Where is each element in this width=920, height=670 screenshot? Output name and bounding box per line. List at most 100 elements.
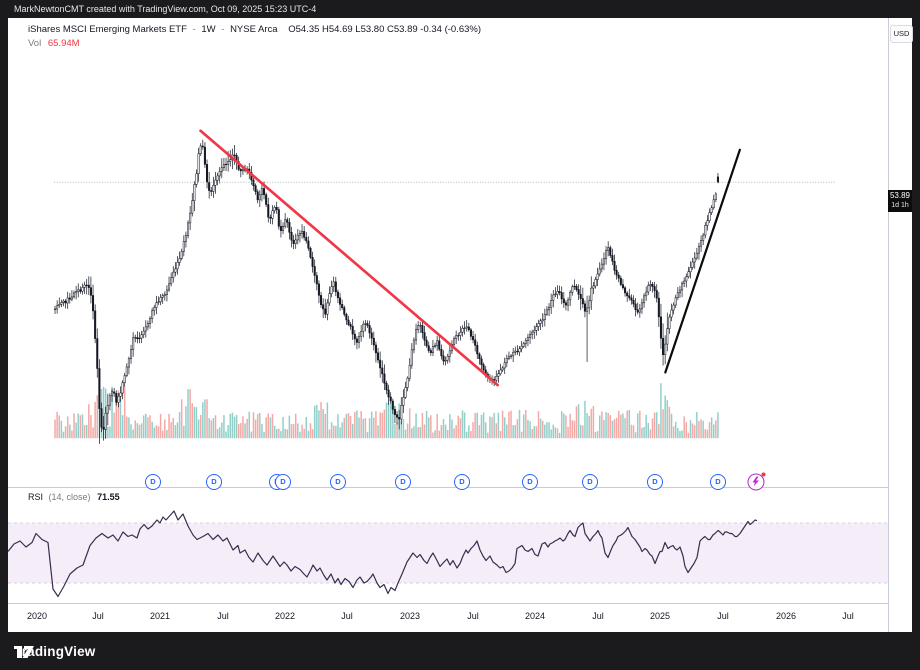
candle bbox=[66, 297, 69, 304]
candle bbox=[579, 293, 582, 299]
candle bbox=[288, 222, 291, 233]
candle bbox=[125, 366, 128, 376]
candle bbox=[225, 163, 228, 166]
volume-bar bbox=[214, 415, 217, 439]
candle bbox=[303, 231, 306, 238]
candle bbox=[79, 289, 82, 292]
volume-bar bbox=[440, 425, 443, 439]
volume-bar bbox=[263, 432, 265, 439]
volume-bar bbox=[330, 422, 333, 439]
volume-bar bbox=[474, 413, 476, 439]
volume-bar bbox=[444, 424, 447, 439]
candle bbox=[564, 302, 567, 306]
volume-bar bbox=[166, 430, 168, 439]
candle bbox=[168, 283, 171, 291]
volume-bar bbox=[679, 431, 681, 439]
dividend-marker[interactable]: D bbox=[647, 474, 663, 490]
volume-bar bbox=[497, 412, 500, 439]
currency-button[interactable]: USD bbox=[890, 25, 913, 43]
candle bbox=[695, 252, 698, 259]
event-lightning-marker[interactable] bbox=[747, 472, 766, 491]
volume-bar bbox=[586, 413, 588, 439]
attribution-bar: MarkNewtonCMT created with TradingView.c… bbox=[0, 0, 920, 18]
candle bbox=[393, 409, 396, 415]
candle bbox=[657, 297, 660, 318]
uptrend-line[interactable] bbox=[664, 148, 741, 374]
dividend-marker[interactable]: D bbox=[710, 474, 726, 490]
ohlc-values: O54.35 H54.69 L53.80 C53.89 -0.34 (-0.63… bbox=[288, 24, 481, 35]
candle bbox=[480, 358, 483, 366]
candle bbox=[130, 349, 133, 359]
candle bbox=[645, 291, 648, 297]
candle bbox=[691, 261, 694, 268]
candle bbox=[73, 292, 76, 298]
volume-bar bbox=[449, 414, 451, 439]
candle bbox=[516, 350, 519, 353]
candle bbox=[659, 316, 662, 339]
volume-bar bbox=[387, 403, 390, 439]
price-chart-canvas[interactable] bbox=[8, 55, 888, 487]
candle bbox=[626, 292, 629, 297]
volume-bar bbox=[683, 416, 685, 439]
rsi-name[interactable]: RSI bbox=[28, 492, 44, 502]
volume-bar bbox=[548, 422, 550, 439]
candle bbox=[64, 300, 67, 304]
volume-bar bbox=[693, 425, 696, 439]
volume-bar bbox=[157, 426, 160, 439]
candle bbox=[279, 226, 282, 231]
volume-bar bbox=[301, 424, 303, 439]
candle bbox=[666, 328, 669, 345]
volume-bar bbox=[641, 427, 643, 439]
dividend-marker[interactable]: D bbox=[582, 474, 598, 490]
pane-separator[interactable] bbox=[8, 603, 889, 604]
dividend-marker[interactable]: D bbox=[522, 474, 538, 490]
candle bbox=[263, 188, 266, 195]
volume-bar bbox=[427, 417, 430, 439]
time-axis-label: 2026 bbox=[775, 611, 797, 621]
downtrend-line[interactable] bbox=[199, 129, 500, 387]
volume-bar bbox=[704, 429, 707, 439]
candle bbox=[134, 337, 137, 339]
volume-bar bbox=[698, 421, 700, 439]
volume-bar bbox=[522, 414, 525, 439]
volume-bar bbox=[632, 425, 635, 439]
volume-bar bbox=[71, 430, 73, 439]
candle bbox=[581, 298, 584, 305]
dividend-marker[interactable]: D bbox=[275, 474, 291, 490]
price-axis[interactable]: 64.0062.0060.0058.0056.0052.0050.0048.00… bbox=[888, 18, 912, 603]
dividend-marker[interactable]: D bbox=[145, 474, 161, 490]
volume-bar bbox=[558, 432, 561, 439]
tradingview-logo[interactable]: TradingView bbox=[14, 644, 95, 659]
symbol-header[interactable]: iShares MSCI Emerging Markets ETF - 1W -… bbox=[28, 24, 481, 35]
volume-bar bbox=[111, 386, 113, 439]
candle bbox=[269, 216, 272, 219]
candle bbox=[87, 284, 90, 288]
candle bbox=[351, 326, 354, 335]
volume-bar bbox=[658, 424, 660, 439]
candle bbox=[100, 408, 103, 428]
volume-bar bbox=[710, 417, 713, 439]
volume-bar bbox=[54, 419, 56, 439]
volume-bar bbox=[170, 422, 172, 439]
volume-bar bbox=[552, 424, 555, 439]
volume-bar bbox=[508, 411, 510, 439]
dividend-marker[interactable]: D bbox=[330, 474, 346, 490]
dividend-marker[interactable]: D bbox=[395, 474, 411, 490]
dividend-marker[interactable]: D bbox=[206, 474, 222, 490]
candle bbox=[75, 291, 78, 294]
dividend-marker[interactable]: D bbox=[454, 474, 470, 490]
volume-bar bbox=[451, 419, 453, 439]
candle bbox=[227, 161, 230, 165]
symbol-title[interactable]: iShares MSCI Emerging Markets ETF bbox=[28, 24, 187, 35]
rsi-pane-canvas[interactable] bbox=[8, 488, 889, 603]
candle bbox=[58, 304, 61, 307]
volume-bar bbox=[468, 425, 470, 439]
volume-bar bbox=[484, 422, 487, 439]
interval-label[interactable]: 1W bbox=[201, 24, 216, 35]
candle bbox=[524, 340, 527, 344]
time-axis[interactable]: 2020 Jul 2021 Jul 2022 Jul 2023 Jul 2024 Jul 2025 J… bbox=[8, 603, 888, 632]
volume-bar bbox=[645, 414, 647, 439]
pane-separator[interactable] bbox=[8, 487, 888, 488]
volume-bar bbox=[354, 412, 356, 439]
volume-bar bbox=[109, 426, 111, 439]
